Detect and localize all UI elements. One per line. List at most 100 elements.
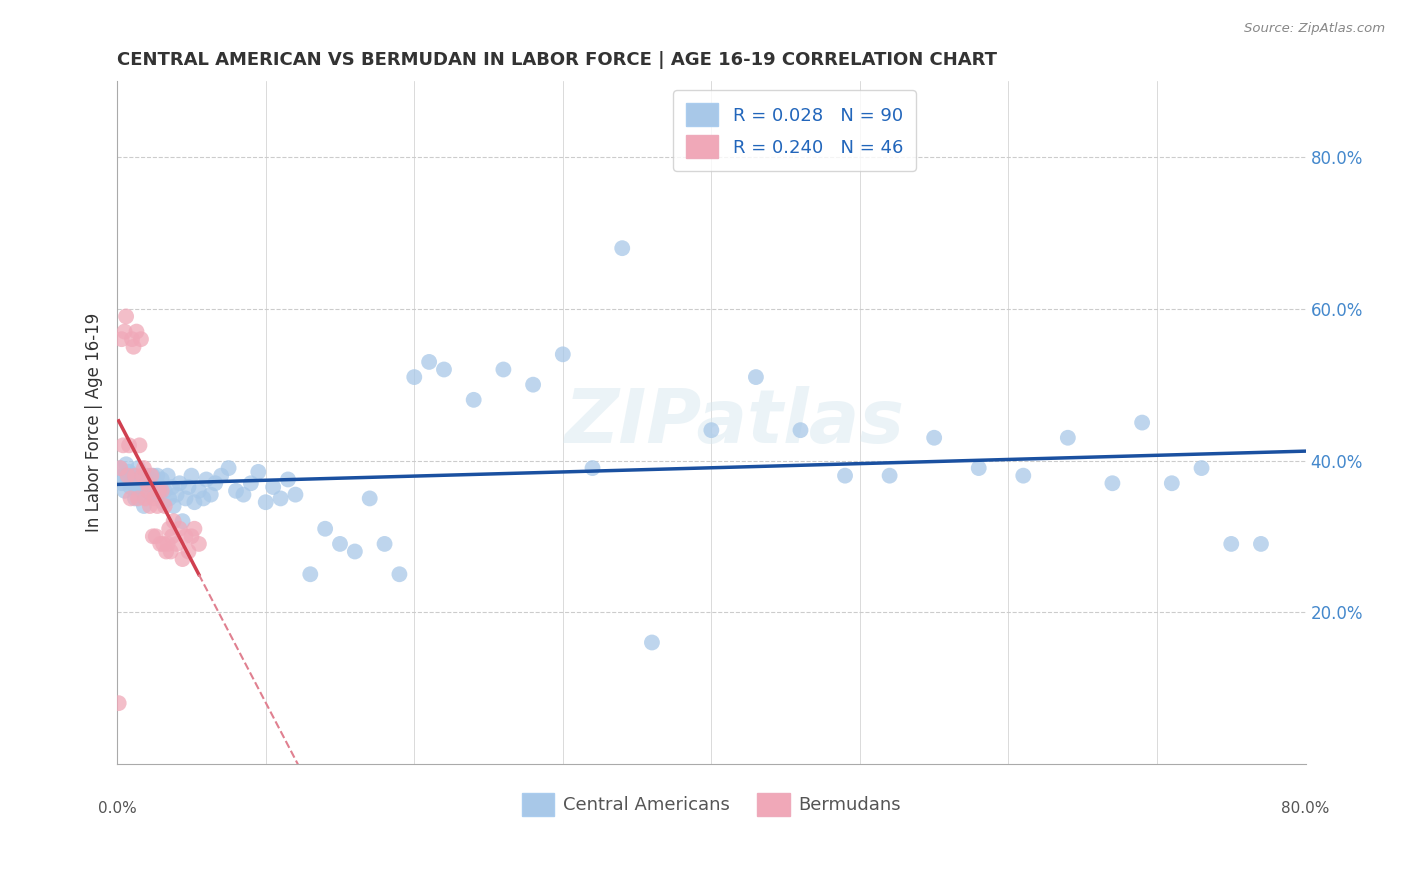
- Point: [284, 488, 307, 502]
- Point: [118, 465, 141, 479]
- Point: [343, 544, 366, 558]
- Point: [200, 488, 222, 502]
- Point: [641, 635, 664, 649]
- Point: [124, 468, 146, 483]
- Point: [612, 241, 634, 255]
- Point: [433, 362, 456, 376]
- Point: [700, 423, 723, 437]
- Point: [314, 522, 336, 536]
- Point: [148, 488, 170, 502]
- Point: [187, 537, 209, 551]
- Point: [111, 332, 134, 346]
- Point: [166, 537, 188, 551]
- Point: [141, 488, 163, 502]
- Point: [120, 480, 142, 494]
- Point: [138, 483, 160, 498]
- Point: [120, 491, 142, 506]
- Point: [153, 483, 176, 498]
- Y-axis label: In Labor Force | Age 16-19: In Labor Force | Age 16-19: [86, 313, 103, 533]
- Point: [492, 362, 515, 376]
- Point: [177, 544, 200, 558]
- Point: [1250, 537, 1272, 551]
- Point: [125, 480, 148, 494]
- Point: [121, 476, 143, 491]
- Point: [135, 476, 157, 491]
- Point: [134, 491, 156, 506]
- Point: [124, 491, 146, 506]
- Point: [551, 347, 574, 361]
- Point: [187, 483, 209, 498]
- Point: [172, 552, 194, 566]
- Point: [174, 491, 197, 506]
- Point: [225, 483, 247, 498]
- Point: [404, 370, 426, 384]
- Point: [299, 567, 322, 582]
- Point: [135, 468, 157, 483]
- Point: [122, 468, 145, 483]
- Point: [270, 491, 292, 506]
- Point: [117, 468, 139, 483]
- Point: [160, 480, 183, 494]
- Text: 0.0%: 0.0%: [98, 801, 136, 816]
- Point: [118, 438, 141, 452]
- Point: [122, 340, 145, 354]
- Point: [145, 529, 167, 543]
- Point: [115, 310, 138, 324]
- Point: [148, 483, 170, 498]
- Point: [108, 461, 131, 475]
- Point: [193, 491, 215, 506]
- Point: [139, 499, 162, 513]
- Point: [127, 461, 149, 475]
- Point: [232, 488, 254, 502]
- Point: [359, 491, 381, 506]
- Point: [128, 476, 150, 491]
- Point: [134, 483, 156, 498]
- Point: [127, 491, 149, 506]
- Point: [131, 473, 153, 487]
- Point: [121, 332, 143, 346]
- Point: [247, 465, 270, 479]
- Point: [329, 537, 352, 551]
- Point: [834, 468, 856, 483]
- Point: [374, 537, 396, 551]
- Point: [418, 355, 440, 369]
- Point: [157, 522, 180, 536]
- Point: [142, 529, 165, 543]
- Point: [132, 499, 155, 513]
- Point: [1160, 476, 1182, 491]
- Point: [162, 514, 184, 528]
- Point: [157, 491, 180, 506]
- Point: [789, 423, 811, 437]
- Point: [159, 544, 181, 558]
- Point: [125, 325, 148, 339]
- Point: [463, 392, 485, 407]
- Legend: Central Americans, Bermudans: Central Americans, Bermudans: [515, 785, 908, 823]
- Point: [277, 473, 299, 487]
- Point: [160, 529, 183, 543]
- Point: [115, 458, 138, 472]
- Text: Source: ZipAtlas.com: Source: ZipAtlas.com: [1244, 22, 1385, 36]
- Point: [128, 438, 150, 452]
- Point: [174, 529, 197, 543]
- Point: [922, 431, 945, 445]
- Point: [745, 370, 768, 384]
- Point: [112, 468, 135, 483]
- Point: [1012, 468, 1035, 483]
- Point: [152, 537, 174, 551]
- Point: [169, 522, 191, 536]
- Point: [177, 480, 200, 494]
- Point: [522, 377, 544, 392]
- Point: [149, 537, 172, 551]
- Point: [1101, 476, 1123, 491]
- Point: [152, 495, 174, 509]
- Point: [156, 468, 179, 483]
- Point: [162, 499, 184, 513]
- Point: [254, 495, 277, 509]
- Point: [1220, 537, 1243, 551]
- Point: [262, 480, 284, 494]
- Point: [108, 461, 131, 475]
- Point: [195, 473, 218, 487]
- Text: 80.0%: 80.0%: [1281, 801, 1330, 816]
- Point: [183, 522, 205, 536]
- Point: [141, 468, 163, 483]
